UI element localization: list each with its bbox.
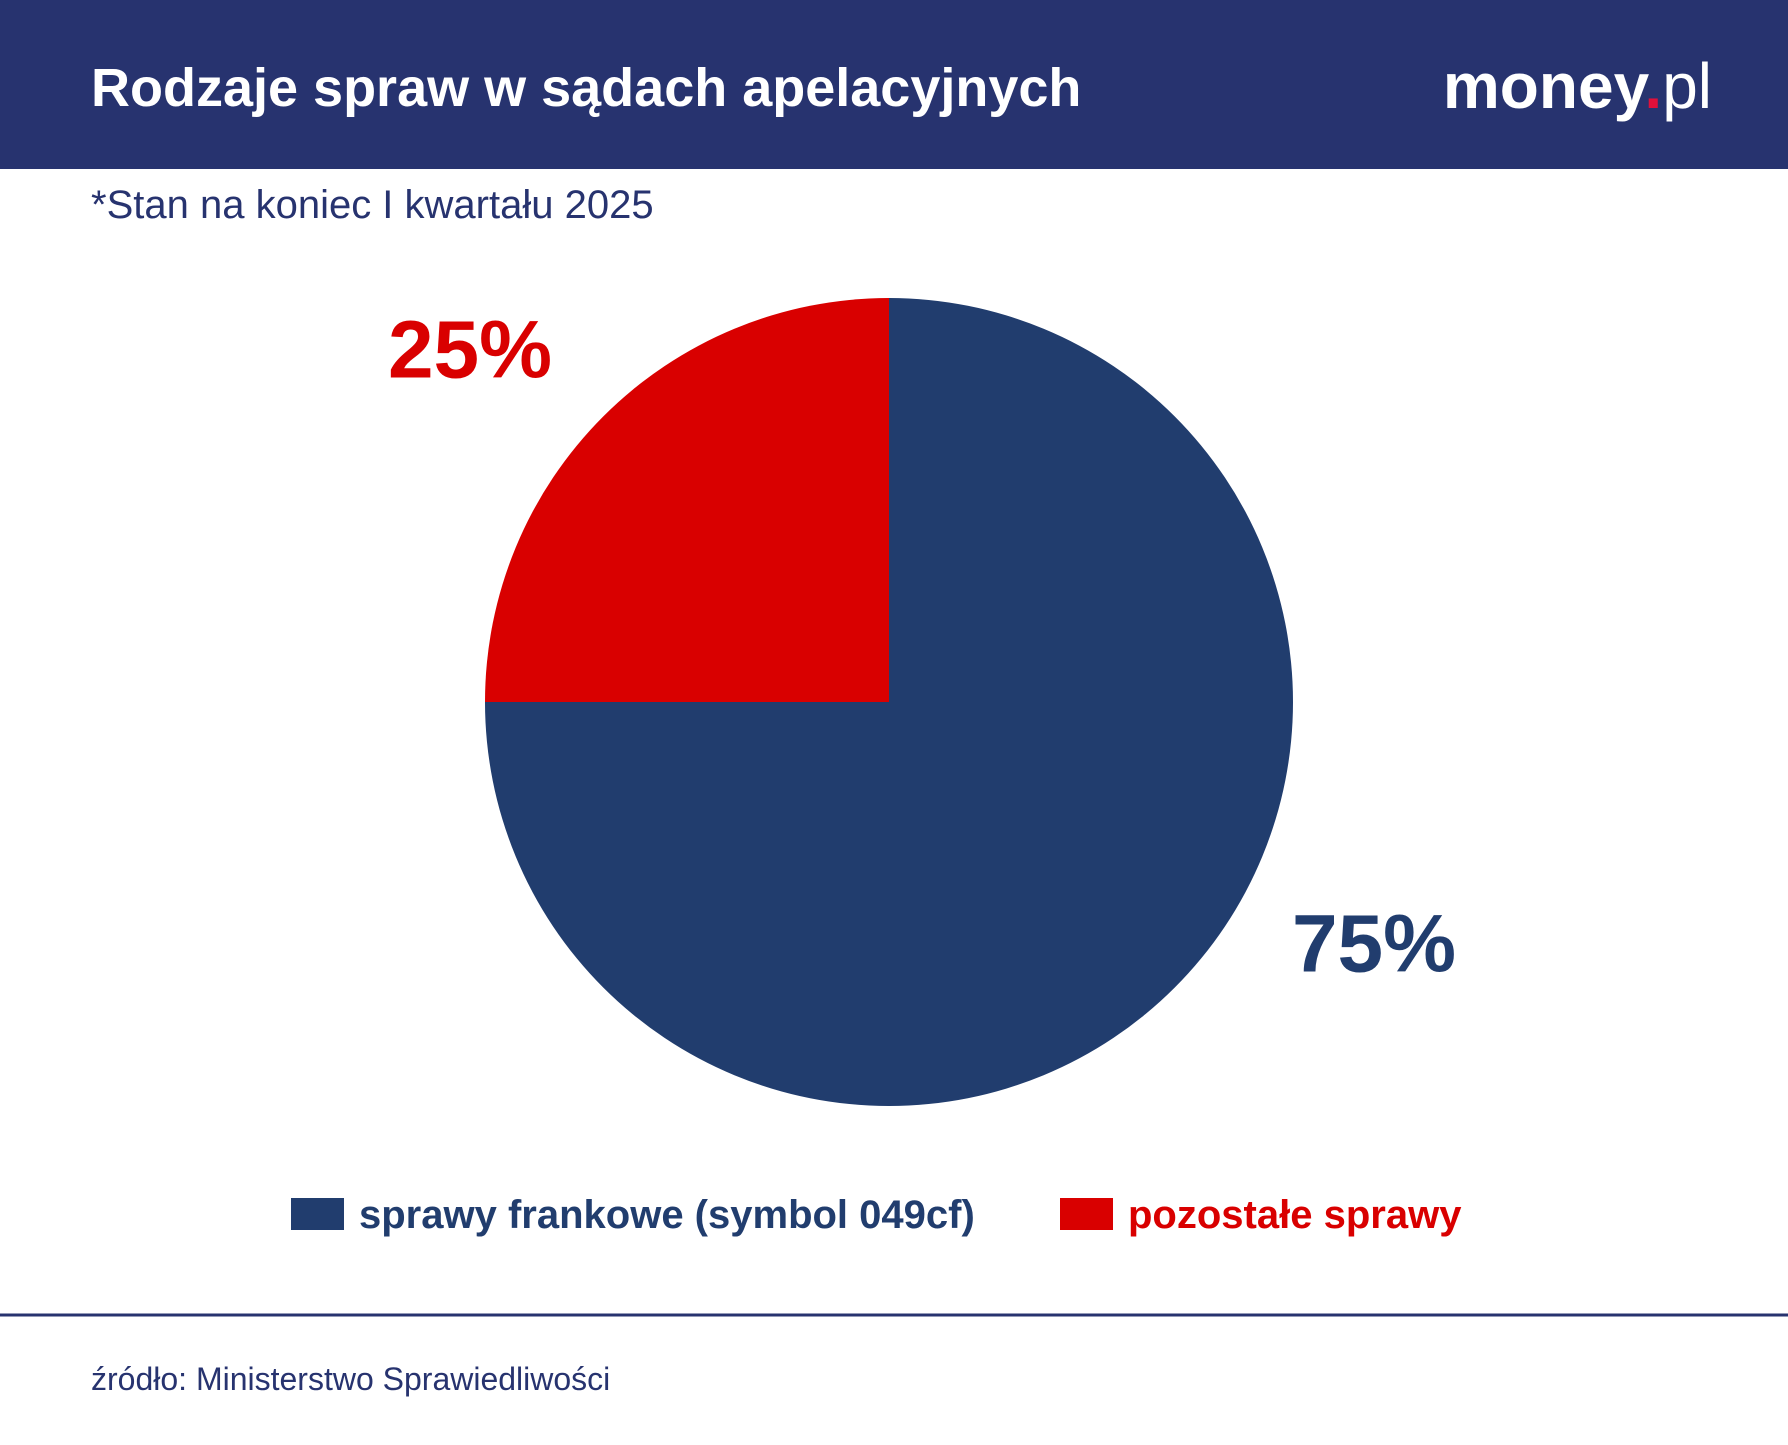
logo: money.pl xyxy=(1443,50,1712,122)
logo-main: money xyxy=(1443,50,1650,122)
value-label: 75% xyxy=(1292,899,1456,990)
chart-title: Rodzaje spraw w sądach apelacyjnych xyxy=(91,58,1081,118)
legend-swatch xyxy=(291,1198,344,1230)
legend-label: pozostałe sprawy xyxy=(1128,1193,1462,1237)
subtitle: *Stan na koniec I kwartału 2025 xyxy=(91,183,654,227)
header-bar xyxy=(0,0,1788,169)
pie: 75% 25% xyxy=(388,298,1456,1106)
logo-suffix: pl xyxy=(1662,50,1712,122)
source: źródło: Ministerstwo Sprawiedliwości xyxy=(91,1361,610,1397)
value-label: 25% xyxy=(388,305,552,396)
legend-label: sprawy frankowe (symbol 049cf) xyxy=(359,1193,975,1237)
legend-swatch xyxy=(1060,1198,1113,1230)
pie-slice xyxy=(485,298,889,702)
logo-dot: . xyxy=(1644,50,1662,122)
legend: sprawy frankowe (symbol 049cf) pozostałe … xyxy=(291,1193,1462,1237)
